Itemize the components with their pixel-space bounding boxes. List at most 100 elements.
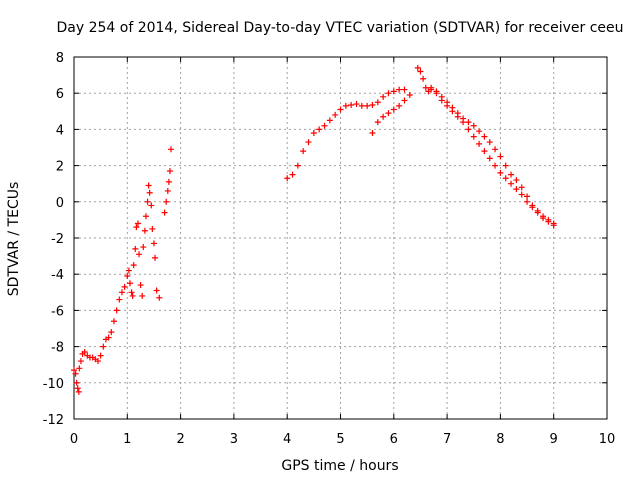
data-point-marker: [124, 273, 131, 280]
data-point-marker: [508, 180, 515, 187]
data-point-marker: [321, 122, 328, 129]
data-point-marker: [433, 90, 440, 97]
x-tick-label: 8: [496, 432, 504, 447]
data-point-marker: [396, 86, 403, 93]
data-point-marker: [513, 186, 520, 193]
data-point-marker: [310, 130, 317, 137]
data-point-marker: [518, 191, 525, 198]
data-point-marker: [374, 99, 381, 106]
x-tick-label: 4: [283, 432, 291, 447]
data-point-marker: [518, 184, 525, 191]
data-point-marker: [465, 126, 472, 133]
data-point-marker: [316, 126, 323, 133]
data-point-marker: [369, 101, 376, 108]
data-point-marker: [417, 68, 424, 75]
data-point-marker: [289, 171, 296, 178]
data-point-marker: [305, 139, 312, 146]
data-point-marker: [164, 187, 171, 194]
x-tick-label: 10: [599, 432, 616, 447]
x-axis-title: GPS time / hours: [281, 458, 398, 474]
grid-lines: [74, 57, 607, 419]
y-tick-label: -6: [51, 304, 64, 319]
data-point-marker: [149, 225, 156, 232]
data-point-marker: [100, 343, 107, 350]
data-point-marker: [132, 245, 139, 252]
data-point-marker: [97, 352, 104, 359]
data-point-marker: [486, 155, 493, 162]
data-point-marker: [428, 84, 435, 91]
data-point-marker: [540, 215, 547, 222]
data-point-marker: [508, 171, 515, 178]
data-point-marker: [492, 162, 499, 169]
x-tick-label: 2: [176, 432, 184, 447]
data-point-marker: [337, 106, 344, 113]
data-point-marker: [71, 367, 77, 374]
data-point-marker: [81, 349, 88, 356]
y-tick-label: 8: [56, 51, 64, 66]
data-point-marker: [502, 162, 509, 169]
data-point-marker: [77, 358, 84, 365]
data-point-marker: [502, 175, 509, 182]
data-point-marker: [465, 119, 472, 126]
data-point-marker: [497, 169, 504, 176]
data-point-marker: [137, 282, 144, 289]
data-point-marker: [133, 224, 140, 231]
data-point-marker: [470, 133, 477, 140]
y-tick-label: 2: [56, 160, 64, 175]
data-point-marker: [358, 102, 365, 109]
data-point-marker: [460, 119, 467, 126]
data-point-marker: [110, 318, 117, 325]
data-point-marker: [168, 146, 175, 153]
data-point-marker: [385, 110, 392, 117]
chart-title: Day 254 of 2014, Sidereal Day-to-day VTE…: [56, 20, 623, 36]
data-point-marker: [125, 267, 132, 274]
data-point-marker: [396, 102, 403, 109]
data-point-marker: [118, 289, 125, 296]
x-tick-label: 1: [123, 432, 131, 447]
data-point-marker: [72, 370, 79, 377]
y-tick-label: 0: [56, 196, 64, 211]
data-point-marker: [529, 204, 536, 211]
x-tick-label: 7: [443, 432, 451, 447]
data-point-marker: [422, 84, 429, 91]
data-point-marker: [108, 329, 115, 336]
data-point-marker: [481, 133, 488, 140]
data-point-marker: [374, 119, 381, 126]
data-point-marker: [444, 102, 451, 109]
x-tick-label: 6: [390, 432, 398, 447]
data-point-marker: [150, 240, 157, 247]
data-point-marker: [294, 162, 301, 169]
data-point-marker: [161, 209, 168, 216]
data-point-marker: [141, 227, 148, 234]
data-point-marker: [348, 101, 355, 108]
data-point-marker: [145, 182, 152, 189]
data-point-marker: [153, 287, 160, 294]
data-point-marker: [148, 202, 155, 209]
data-point-marker: [139, 292, 146, 299]
data-point-marker: [380, 113, 387, 120]
data-point-marker: [300, 148, 307, 155]
data-point-marker: [406, 92, 413, 99]
data-point-marker: [497, 153, 504, 160]
data-point-marker: [476, 128, 483, 135]
data-point-marker: [146, 189, 153, 196]
data-point-marker: [476, 140, 483, 147]
x-tick-label: 3: [230, 432, 238, 447]
data-point-marker: [438, 97, 445, 104]
y-tick-label: -8: [51, 341, 64, 356]
data-point-marker: [129, 292, 136, 299]
data-point-marker: [492, 146, 499, 153]
data-point-marker: [390, 106, 397, 113]
data-point-marker: [76, 365, 83, 372]
data-point-marker: [113, 307, 120, 314]
y-axis-title: SDTVAR / TECUs: [6, 182, 22, 297]
data-point-marker: [105, 334, 112, 341]
y-tick-label: -12: [43, 413, 64, 428]
y-tick-label: -10: [43, 377, 64, 392]
y-tick-label: -4: [51, 268, 64, 283]
data-point-marker: [364, 102, 371, 109]
data-point-marker: [284, 175, 291, 182]
data-point-marker: [74, 385, 81, 392]
data-point-marker: [166, 168, 173, 175]
data-point-marker: [420, 75, 427, 82]
